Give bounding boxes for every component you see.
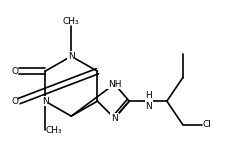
Text: CH₃: CH₃: [45, 125, 62, 135]
Text: N: N: [42, 97, 49, 106]
Text: H
N: H N: [145, 92, 152, 111]
Text: O: O: [12, 67, 19, 76]
Text: N: N: [68, 52, 75, 61]
Text: N: N: [111, 114, 118, 123]
Text: NH: NH: [108, 80, 121, 88]
Text: O: O: [12, 97, 19, 106]
Text: Cl: Cl: [202, 120, 211, 129]
Text: CH₃: CH₃: [63, 17, 79, 26]
